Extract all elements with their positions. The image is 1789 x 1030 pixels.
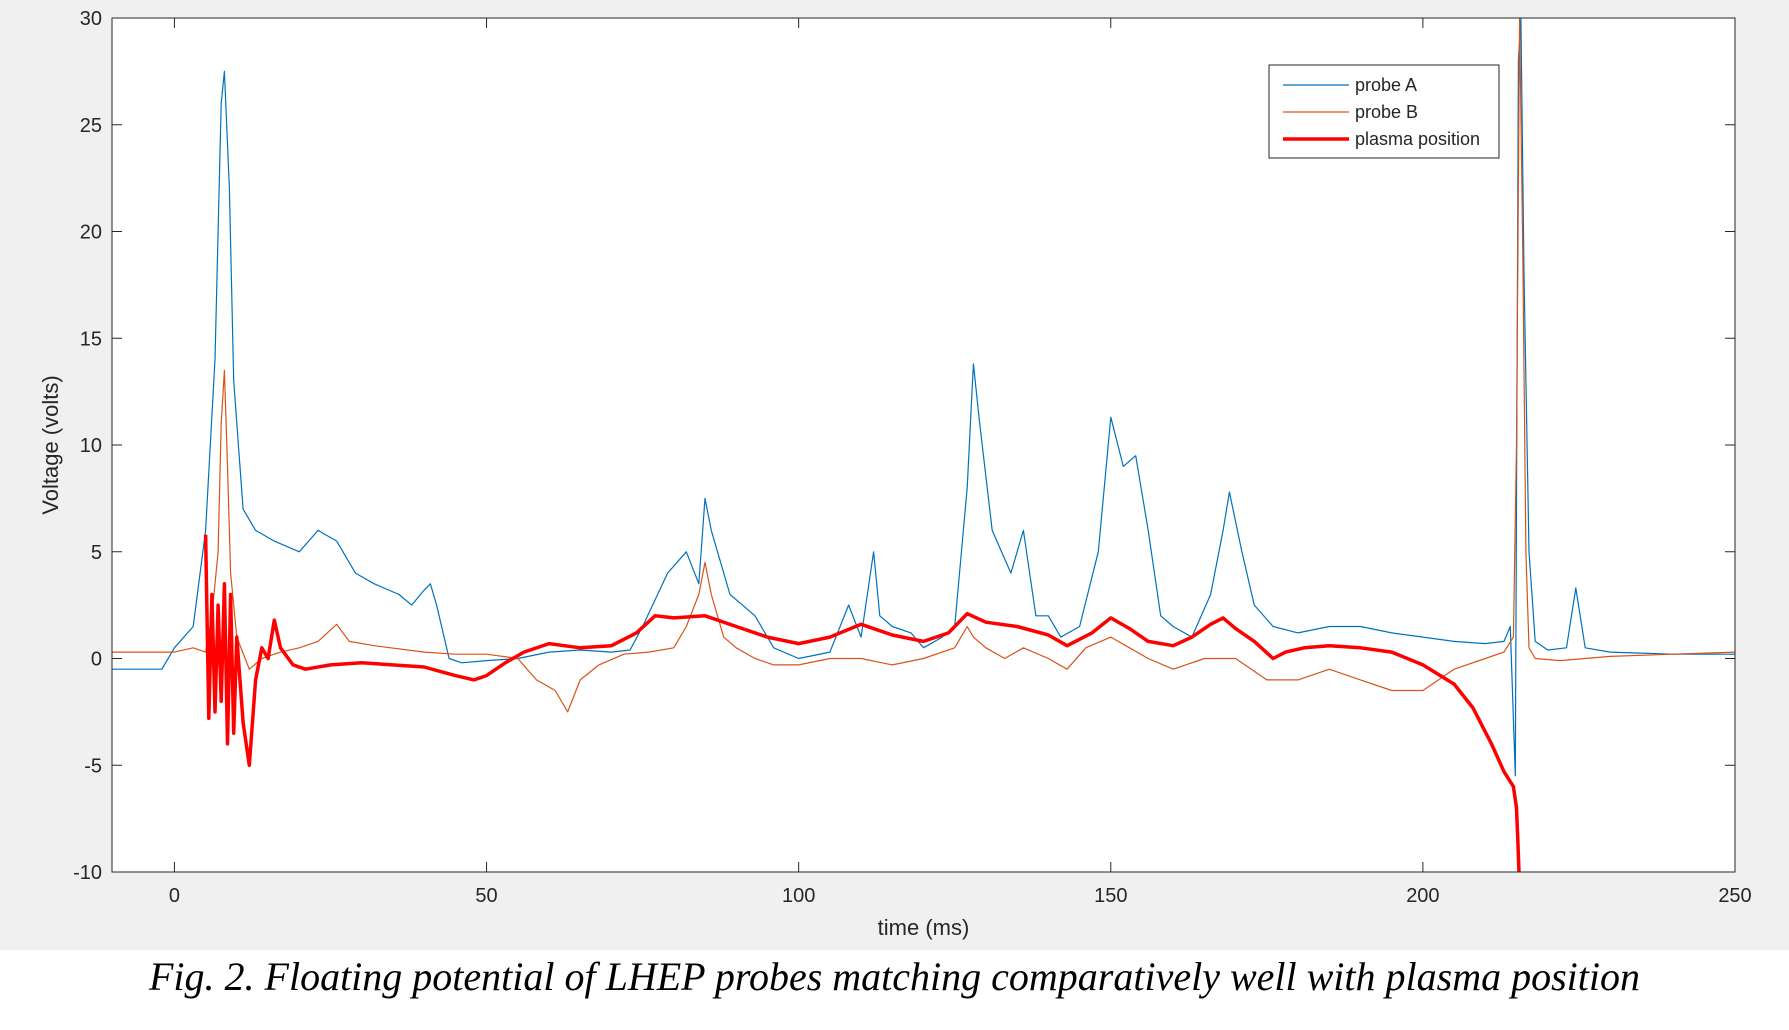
y-tick-label: 20 [80, 222, 102, 244]
y-tick-label: 5 [91, 542, 102, 564]
plot-area [112, 18, 1735, 872]
x-tick-label: 150 [1094, 885, 1127, 907]
x-axis-label: time (ms) [878, 915, 970, 940]
legend-label: probe B [1355, 102, 1418, 122]
x-tick-label: 100 [782, 885, 815, 907]
x-tick-label: 200 [1406, 885, 1439, 907]
x-tick-label: 250 [1718, 885, 1751, 907]
figure: 0 50 100 150 200 250 -10 -5 0 5 10 15 20 25 30 time (ms… [0, 0, 1789, 950]
series-line [112, 18, 1735, 713]
figure-caption: Fig. 2. Floating potential of LHEP probe… [148, 954, 1641, 999]
series-line [203, 534, 1521, 872]
x-tick-label: 50 [475, 885, 497, 907]
line-chart: 0 50 100 150 200 250 -10 -5 0 5 10 15 20 25 30 time (ms… [38, 8, 1752, 940]
y-tick-label: 0 [91, 649, 102, 671]
y-tick-label: -10 [73, 862, 102, 884]
y-tick-label: -5 [84, 755, 102, 777]
x-tick-label: 0 [169, 885, 180, 907]
legend-label: plasma position [1355, 129, 1480, 149]
y-tick-label: 25 [80, 115, 102, 137]
series-line [112, 18, 1735, 777]
y-tick-label: 30 [80, 8, 102, 30]
y-axis-label: Voltage (volts) [38, 375, 63, 514]
y-tick-label: 15 [80, 328, 102, 350]
legend-label: probe A [1355, 75, 1417, 95]
y-tick-label: 10 [80, 435, 102, 457]
